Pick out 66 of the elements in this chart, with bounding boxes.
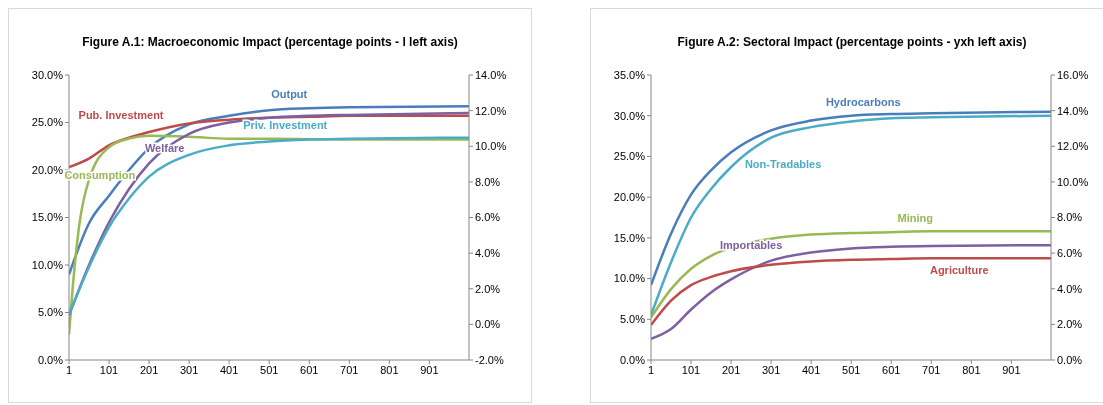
x-tick-label: 501 bbox=[842, 363, 861, 376]
y2-tick-label: 2.0% bbox=[1057, 318, 1083, 331]
y-tick-label: 20.0% bbox=[613, 191, 646, 204]
x-tick-label: 1 bbox=[65, 363, 73, 376]
x-tick-label: 101 bbox=[681, 363, 701, 376]
y-tick-label: 35.0% bbox=[613, 68, 646, 81]
y2-tick-label: -2.0% bbox=[475, 353, 504, 366]
x-tick-label: 701 bbox=[340, 363, 359, 376]
y-tick-label: 5.0% bbox=[619, 313, 646, 326]
y-tick-label: 10.0% bbox=[31, 258, 64, 271]
x-tick-label: 601 bbox=[300, 363, 319, 376]
y-tick-label: 5.0% bbox=[37, 306, 64, 319]
series-label: Output bbox=[271, 87, 308, 100]
y2-tick-label: 12.0% bbox=[475, 104, 507, 117]
y2-tick-label: 12.0% bbox=[1057, 140, 1089, 153]
y-tick-label: 20.0% bbox=[31, 163, 64, 176]
chart-title: Figure A.1: Macroeconomic Impact (percentage points - l left axis) bbox=[81, 35, 459, 51]
line-series bbox=[651, 110, 1051, 287]
y-tick-label: 15.0% bbox=[31, 211, 64, 224]
y2-tick-label: 16.0% bbox=[1057, 68, 1089, 81]
chart-title: Figure A.2: Sectoral Impact (percentage points - yxh left axis) bbox=[676, 35, 1028, 51]
y2-tick-label: 14.0% bbox=[1057, 104, 1089, 117]
y-tick-label: 30.0% bbox=[31, 68, 64, 81]
line-series bbox=[651, 230, 1051, 319]
y2-tick-label: 10.0% bbox=[475, 140, 507, 153]
y2-tick-label: 2.0% bbox=[475, 282, 501, 295]
x-tick-label: 501 bbox=[260, 363, 279, 376]
y2-tick-label: 0.0% bbox=[1057, 353, 1083, 366]
y2-tick-label: 4.0% bbox=[475, 247, 501, 260]
x-tick-label: 801 bbox=[380, 363, 399, 376]
series-label: Hydrocarbons bbox=[825, 95, 901, 108]
x-tick-label: 401 bbox=[801, 363, 821, 376]
y-tick-label: 15.0% bbox=[613, 231, 646, 244]
series-label: Priv. Investment bbox=[243, 119, 328, 132]
x-tick-label: 701 bbox=[922, 363, 941, 376]
series-label: Pub. Investment bbox=[78, 108, 164, 121]
y2-tick-label: 14.0% bbox=[475, 68, 507, 81]
y-tick-label: 0.0% bbox=[37, 353, 64, 366]
line-series bbox=[651, 243, 1051, 341]
y2-tick-label: 8.0% bbox=[1057, 211, 1083, 224]
x-tick-label: 901 bbox=[420, 363, 439, 376]
x-tick-label: 301 bbox=[761, 363, 781, 376]
x-tick-label: 901 bbox=[1002, 363, 1021, 376]
series-label: Mining bbox=[897, 211, 933, 224]
y2-tick-label: 6.0% bbox=[475, 211, 501, 224]
x-tick-label: 601 bbox=[882, 363, 901, 376]
line-series bbox=[651, 256, 1051, 327]
x-tick-label: 1 bbox=[647, 363, 655, 376]
y2-tick-label: 6.0% bbox=[1057, 247, 1083, 260]
y2-tick-label: 0.0% bbox=[475, 318, 501, 331]
y-tick-label: 30.0% bbox=[613, 109, 646, 122]
y-tick-label: 25.0% bbox=[31, 116, 64, 129]
y-tick-label: 25.0% bbox=[613, 150, 646, 163]
x-tick-label: 201 bbox=[721, 363, 741, 376]
series-label: Agriculture bbox=[929, 263, 989, 276]
y-tick-label: 0.0% bbox=[619, 353, 646, 366]
x-tick-label: 201 bbox=[139, 363, 159, 376]
y-tick-label: 10.0% bbox=[613, 272, 646, 285]
y2-tick-label: 10.0% bbox=[1057, 175, 1089, 188]
series-label: Non-Tradables bbox=[744, 157, 822, 170]
x-tick-label: 401 bbox=[219, 363, 239, 376]
x-tick-label: 301 bbox=[179, 363, 199, 376]
y2-tick-label: 8.0% bbox=[475, 175, 501, 188]
x-tick-label: 101 bbox=[99, 363, 119, 376]
x-tick-label: 801 bbox=[962, 363, 981, 376]
y2-tick-label: 4.0% bbox=[1057, 282, 1083, 295]
